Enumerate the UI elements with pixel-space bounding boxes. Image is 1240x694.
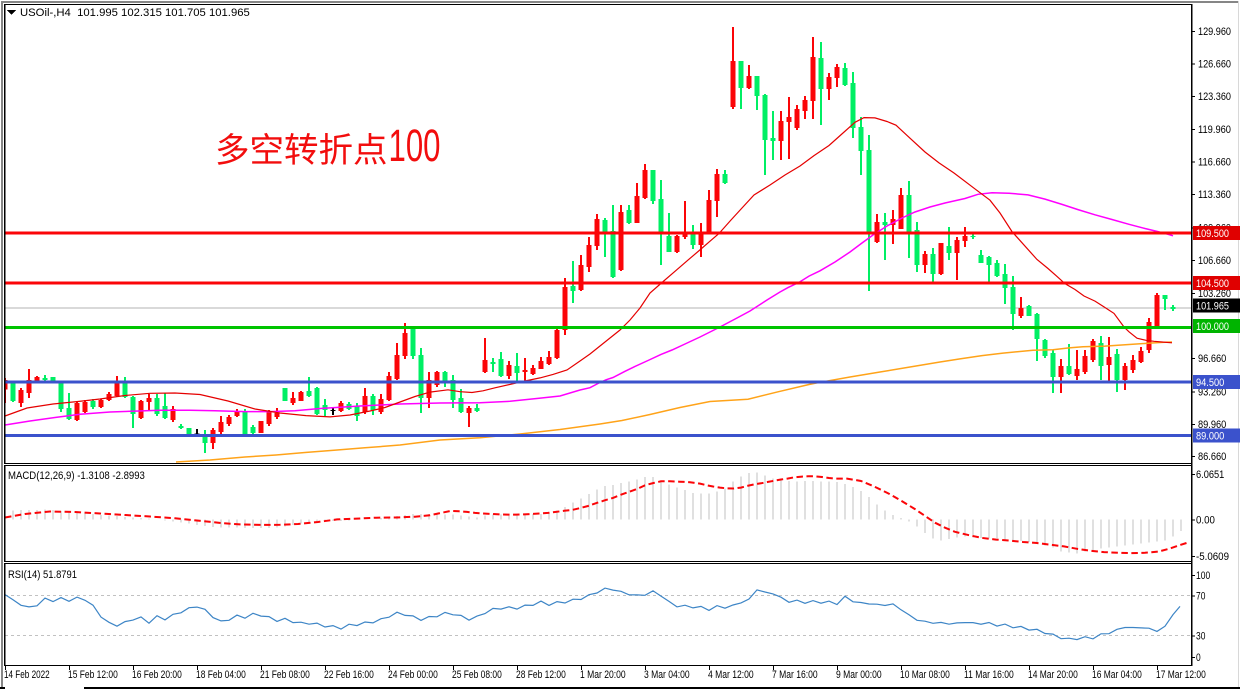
svg-text:25 Feb 08:00: 25 Feb 08:00 <box>452 669 502 681</box>
svg-text:9 Mar 00:00: 9 Mar 00:00 <box>836 669 882 681</box>
svg-text:3 Mar 04:00: 3 Mar 04:00 <box>644 669 690 681</box>
svg-text:123.360: 123.360 <box>1198 91 1231 103</box>
svg-text:30: 30 <box>1196 631 1205 643</box>
svg-text:15 Feb 12:00: 15 Feb 12:00 <box>68 669 118 681</box>
svg-text:0.00: 0.00 <box>1196 515 1215 527</box>
svg-text:93.260: 93.260 <box>1198 386 1226 398</box>
svg-text:126.660: 126.660 <box>1198 58 1231 70</box>
svg-text:104.500: 104.500 <box>1196 278 1229 290</box>
svg-text:70: 70 <box>1196 591 1205 603</box>
svg-text:100: 100 <box>389 120 441 171</box>
svg-text:21 Feb 08:00: 21 Feb 08:00 <box>260 669 310 681</box>
svg-text:89.000: 89.000 <box>1196 431 1224 443</box>
svg-text:11 Mar 16:00: 11 Mar 16:00 <box>964 669 1014 681</box>
svg-text:10 Mar 08:00: 10 Mar 08:00 <box>900 669 950 681</box>
svg-text:17 Mar 12:00: 17 Mar 12:00 <box>1156 669 1206 681</box>
svg-text:96.660: 96.660 <box>1198 353 1226 365</box>
svg-text:116.660: 116.660 <box>1198 157 1231 169</box>
svg-text:18 Feb 04:00: 18 Feb 04:00 <box>196 669 246 681</box>
svg-text:86.660: 86.660 <box>1198 451 1226 463</box>
svg-text:6.0651: 6.0651 <box>1196 469 1224 481</box>
svg-text:22 Feb 16:00: 22 Feb 16:00 <box>324 669 374 681</box>
svg-text:89.960: 89.960 <box>1198 419 1226 431</box>
svg-text:16 Feb 20:00: 16 Feb 20:00 <box>132 669 182 681</box>
svg-text:4 Mar 12:00: 4 Mar 12:00 <box>708 669 754 681</box>
svg-text:100: 100 <box>1196 570 1210 582</box>
svg-text:16 Mar 04:00: 16 Mar 04:00 <box>1092 669 1142 681</box>
svg-text:119.960: 119.960 <box>1198 124 1231 136</box>
svg-text:7 Mar 16:00: 7 Mar 16:00 <box>772 669 818 681</box>
svg-text:103.260: 103.260 <box>1198 288 1231 300</box>
svg-text:100.000: 100.000 <box>1196 321 1229 333</box>
svg-text:-5.0609: -5.0609 <box>1196 551 1229 563</box>
svg-text:14 Mar 20:00: 14 Mar 20:00 <box>1028 669 1078 681</box>
svg-text:113.360: 113.360 <box>1198 189 1231 201</box>
svg-text:94.500: 94.500 <box>1196 377 1224 389</box>
svg-text:24 Feb 00:00: 24 Feb 00:00 <box>388 669 438 681</box>
svg-text:109.500: 109.500 <box>1196 228 1229 240</box>
svg-text:USOil-,H4 101.995 102.315 101: USOil-,H4 101.995 102.315 101.705 101.96… <box>20 7 250 19</box>
svg-text:106.660: 106.660 <box>1198 255 1231 267</box>
svg-text:1 Mar 20:00: 1 Mar 20:00 <box>580 669 626 681</box>
svg-text:14 Feb 2022: 14 Feb 2022 <box>4 669 50 681</box>
svg-text:0: 0 <box>1196 652 1201 664</box>
svg-text:MACD(12,26,9) -1.3108 -2.8993: MACD(12,26,9) -1.3108 -2.8993 <box>8 470 145 482</box>
svg-text:28 Feb 12:00: 28 Feb 12:00 <box>516 669 566 681</box>
svg-text:129.960: 129.960 <box>1198 26 1231 38</box>
svg-text:101.965: 101.965 <box>1196 301 1229 313</box>
svg-text:RSI(14) 51.8791: RSI(14) 51.8791 <box>8 569 77 581</box>
